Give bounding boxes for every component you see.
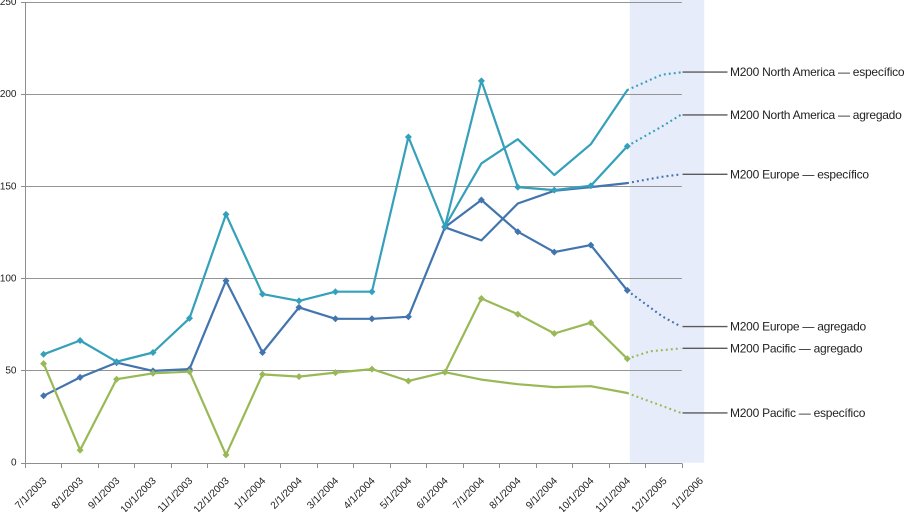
svg-text:M200 Pacific — específico: M200 Pacific — específico [730,406,866,420]
svg-text:250: 250 [0,0,17,8]
svg-text:150: 150 [0,181,17,192]
svg-text:200: 200 [0,89,17,100]
svg-text:M200 North America — específic: M200 North America — específico [730,65,905,79]
svg-text:M200 North America — agregado: M200 North America — agregado [730,108,902,122]
svg-text:M200 Europe — agregado: M200 Europe — agregado [730,320,867,334]
svg-text:100: 100 [0,273,17,284]
svg-text:M200 Pacific — agregado: M200 Pacific — agregado [730,341,863,355]
svg-text:M200 Europe — específico: M200 Europe — específico [730,167,869,181]
svg-text:50: 50 [5,365,17,376]
svg-text:0: 0 [11,458,17,469]
